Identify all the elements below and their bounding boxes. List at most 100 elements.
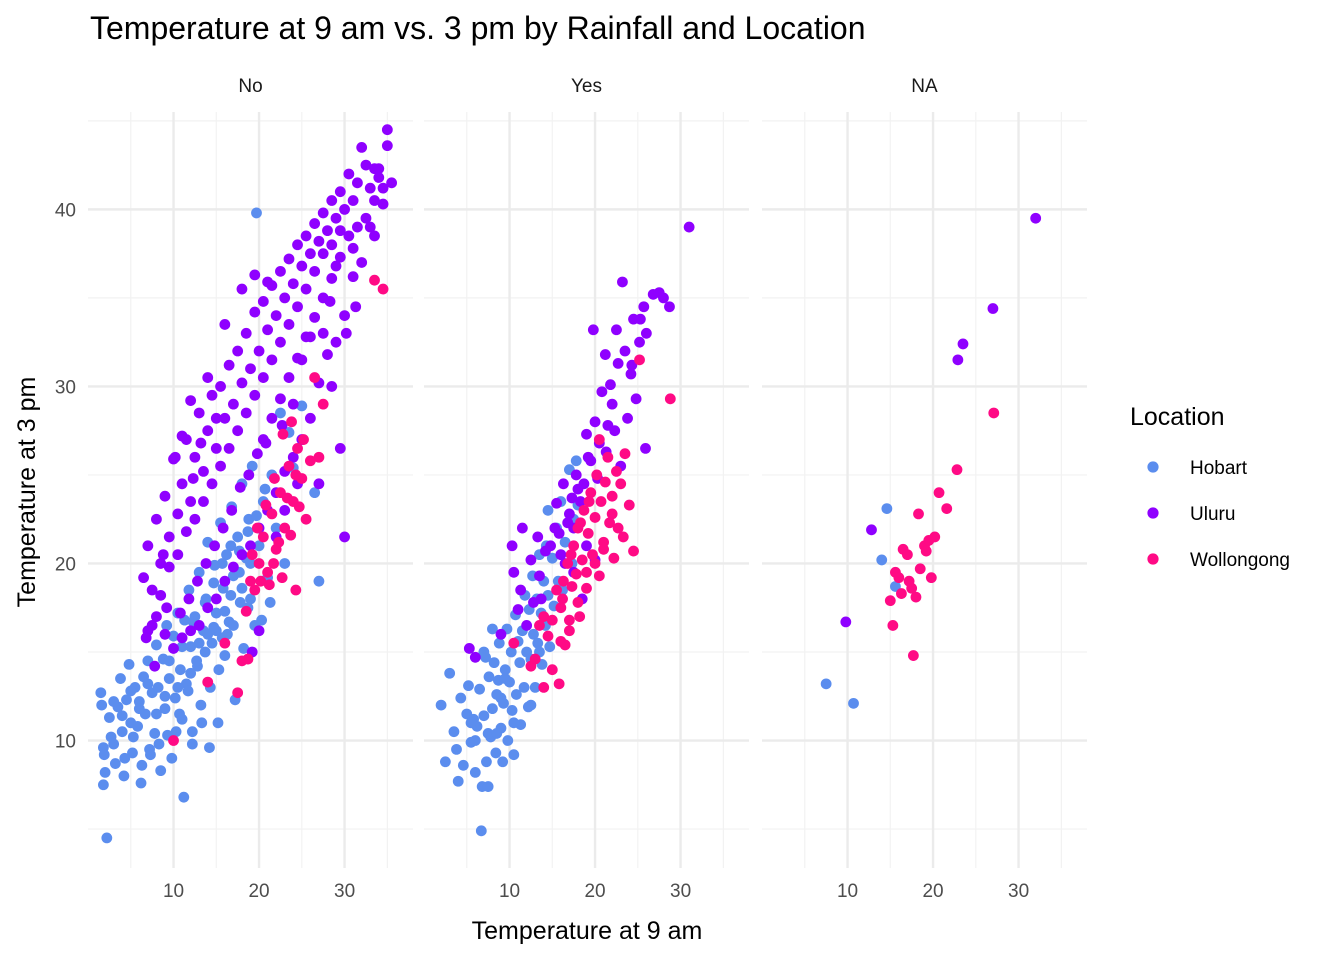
- y-tick-label: 20: [55, 554, 76, 575]
- data-point: [602, 451, 614, 463]
- data-point: [251, 448, 263, 460]
- chart-title: Temperature at 9 am vs. 3 pm by Rainfall…: [90, 10, 866, 46]
- data-point: [377, 283, 389, 295]
- data-point: [249, 269, 261, 281]
- data-point: [227, 398, 239, 410]
- data-point: [163, 673, 175, 684]
- data-point: [257, 531, 269, 543]
- data-point: [572, 483, 584, 495]
- facet-strip-label: NA: [911, 76, 938, 97]
- data-point: [448, 726, 460, 738]
- data-point: [95, 687, 107, 699]
- data-point: [157, 549, 169, 561]
- data-point: [617, 531, 629, 543]
- data-point: [202, 425, 214, 437]
- data-point: [534, 620, 545, 631]
- data-point: [566, 492, 578, 504]
- x-tick-label: 20: [584, 881, 605, 902]
- data-point: [532, 637, 544, 649]
- data-point: [169, 692, 181, 704]
- data-point: [339, 531, 350, 543]
- series-wollongong: [884, 407, 1000, 661]
- data-point: [193, 620, 205, 631]
- data-point: [193, 566, 205, 578]
- data-point: [300, 283, 312, 295]
- data-point: [283, 253, 295, 265]
- data-point: [270, 522, 282, 534]
- data-point: [887, 620, 899, 631]
- data-point: [506, 705, 518, 716]
- data-point: [189, 513, 201, 525]
- data-point: [287, 451, 299, 463]
- data-point: [161, 602, 173, 614]
- data-point: [557, 593, 568, 605]
- data-point: [350, 301, 362, 313]
- data-point: [581, 540, 592, 552]
- data-point: [587, 324, 599, 336]
- data-point: [326, 273, 338, 284]
- data-point: [910, 591, 922, 603]
- data-point: [890, 581, 901, 592]
- data-point: [242, 526, 254, 538]
- data-point: [330, 260, 342, 272]
- data-point: [469, 735, 481, 746]
- data-point: [604, 517, 615, 529]
- data-point: [186, 726, 198, 738]
- data-point: [132, 720, 144, 732]
- data-point: [118, 770, 130, 782]
- data-point: [185, 496, 197, 507]
- data-point: [347, 195, 359, 206]
- data-point: [599, 349, 611, 360]
- data-point: [142, 540, 154, 552]
- data-point: [529, 682, 541, 693]
- data-point: [155, 765, 167, 777]
- data-point: [172, 682, 184, 693]
- data-point: [236, 283, 248, 295]
- y-axis-title: Temperature at 3 pm: [13, 377, 41, 608]
- data-point: [457, 759, 469, 771]
- data-point: [161, 620, 173, 631]
- data-point: [176, 641, 188, 653]
- data-point: [208, 621, 220, 633]
- data-point: [152, 682, 164, 693]
- data-point: [495, 692, 507, 704]
- data-point: [108, 696, 120, 707]
- data-point: [611, 324, 622, 336]
- data-point: [121, 694, 132, 706]
- data-point: [558, 575, 569, 587]
- data-point: [266, 412, 278, 424]
- data-point: [326, 381, 338, 392]
- data-point: [169, 451, 181, 463]
- data-point: [525, 699, 537, 711]
- data-point: [255, 575, 267, 587]
- data-point: [324, 296, 336, 307]
- data-point: [893, 572, 905, 584]
- data-point: [279, 504, 291, 516]
- data-point: [309, 311, 321, 323]
- data-point: [377, 198, 389, 210]
- data-point: [257, 372, 269, 383]
- data-point: [611, 466, 622, 477]
- data-point: [145, 749, 156, 761]
- data-point: [317, 398, 329, 410]
- legend-label-wollongong: Wollongong: [1190, 550, 1290, 571]
- data-point: [581, 566, 592, 578]
- data-point: [168, 630, 179, 642]
- data-point: [151, 639, 162, 651]
- data-point: [159, 628, 171, 640]
- data-point: [364, 221, 376, 233]
- data-point: [326, 195, 338, 206]
- data-point: [595, 496, 607, 507]
- series-hobart: [820, 503, 901, 709]
- data-point: [907, 650, 919, 661]
- data-point: [249, 306, 261, 318]
- data-point: [634, 354, 645, 366]
- data-point: [236, 549, 248, 561]
- data-point: [495, 628, 507, 640]
- data-point: [262, 324, 274, 336]
- data-point: [138, 572, 149, 584]
- data-point: [508, 749, 520, 761]
- data-point: [153, 738, 165, 750]
- data-point: [115, 673, 126, 684]
- data-point: [582, 527, 594, 539]
